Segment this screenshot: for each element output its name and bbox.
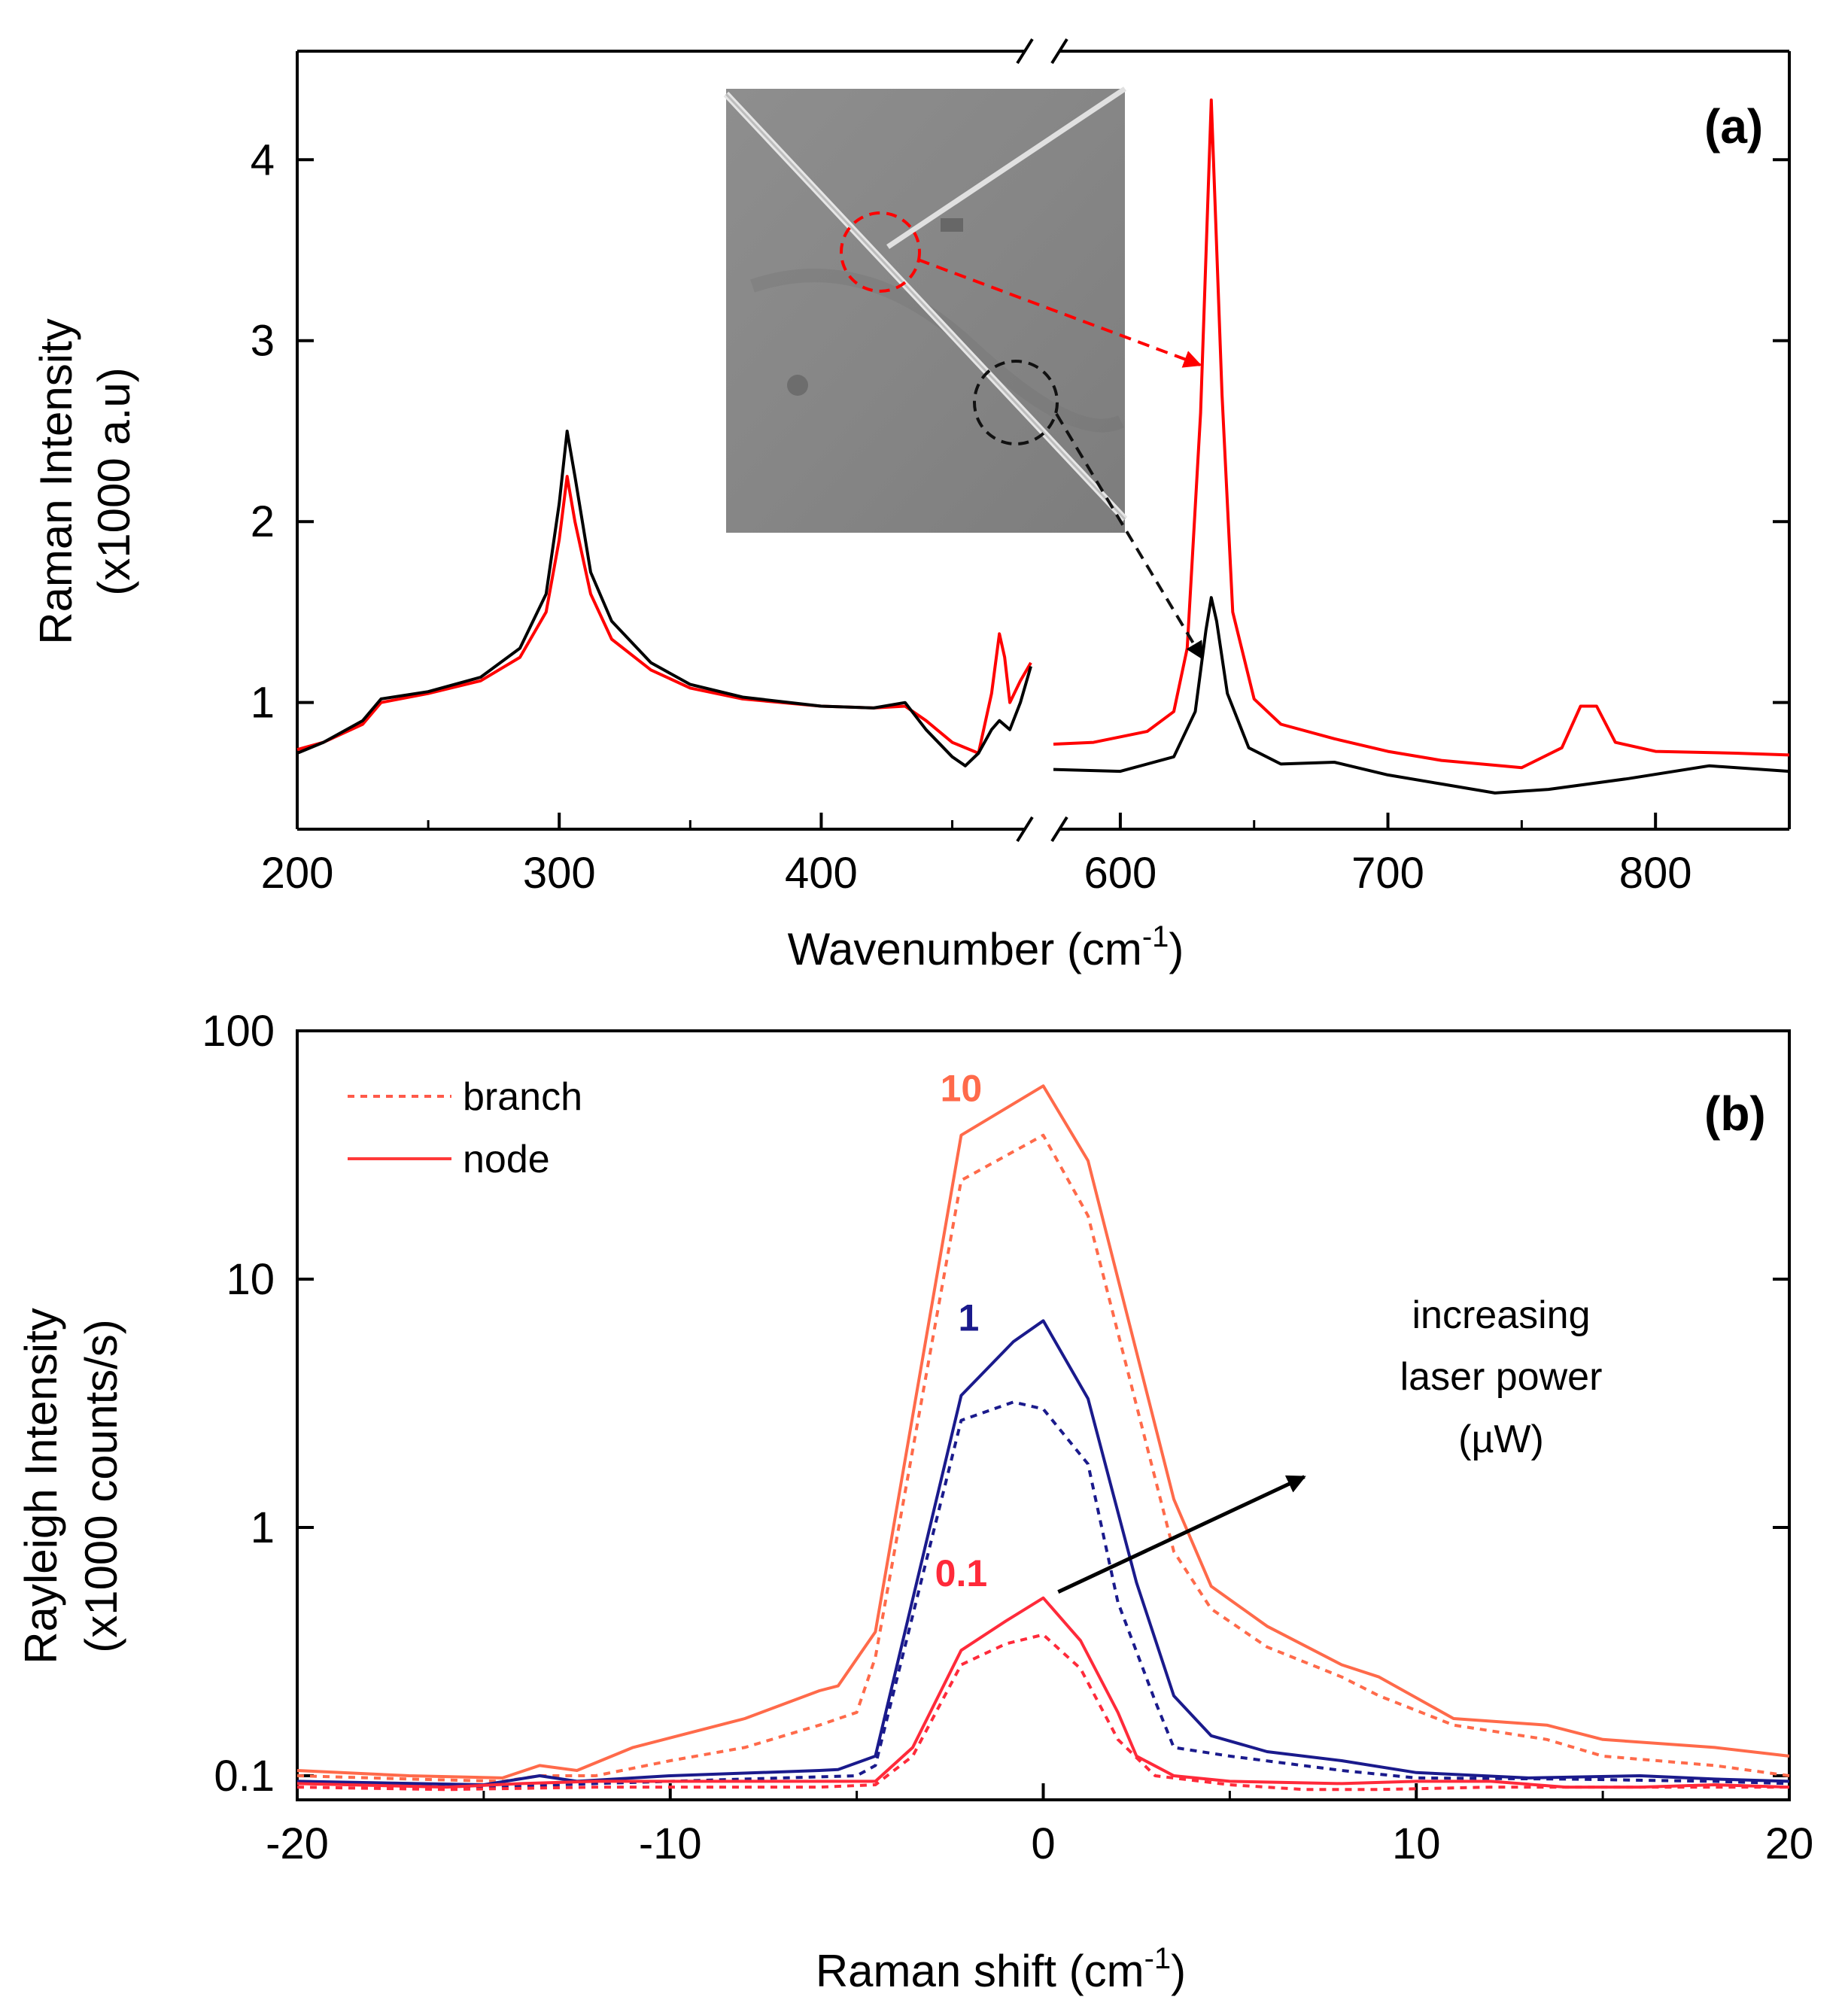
panel-a-chart: 200 300 400 600 700 800 1 2 3 4 (a) Wavenumber (c… [31, 38, 1791, 974]
axis-break-mark [1016, 38, 1034, 65]
panel-a-axes: 200 300 400 600 700 800 1 2 3 4 [251, 38, 1791, 898]
panel-b-xlabel: Raman shift (cm-1) [816, 1942, 1186, 1996]
axis-break-mark [1016, 816, 1034, 843]
panel-b-xtick-label: 10 [1392, 1819, 1441, 1868]
panel-b-chart: -20 -10 0 10 20 0.1 1 10 100 10 1 0.1 (b) branch n… [16, 1007, 1813, 1996]
level-label-1: 1 [958, 1297, 979, 1339]
inset-main-wire-edge [725, 93, 1126, 521]
panel-b-series [296, 1084, 1790, 1792]
level-label-10: 10 [941, 1068, 983, 1110]
increasing-power-arrow [1057, 1475, 1306, 1594]
axis-break-mark [1050, 38, 1068, 65]
inset-branch-wire [886, 87, 1126, 249]
legend-label-node: node [463, 1138, 550, 1181]
annotation-line2: laser power [1400, 1355, 1603, 1399]
panel-b-xtick-label: -20 [266, 1819, 329, 1868]
panel-a-series-branch-segment1 [296, 430, 1032, 767]
panel-a-ylabel-line2: (x1000 a.u) [89, 367, 139, 596]
panel-a-xtick-label: 700 [1351, 849, 1424, 898]
red-dashed-circle [840, 211, 921, 293]
inset-shadow-band [750, 269, 1125, 433]
panel-b-series-10-w-branch [296, 1133, 1790, 1783]
panel-a-series-branch-segment2 [1053, 596, 1790, 795]
panel-a-ylabel-line1: Raman Intensity [31, 318, 81, 645]
panel-b-axes: -20 -10 0 10 20 0.1 1 10 100 [202, 1007, 1813, 1868]
annotation-line1: increasing [1412, 1293, 1590, 1337]
panel-b-ytick-label: 1 [251, 1503, 275, 1552]
black-dashed-arrow [1055, 412, 1204, 661]
inset-debris [941, 218, 963, 232]
panel-b-xtick-label: -10 [639, 1819, 702, 1868]
annotation-line3: (µW) [1458, 1418, 1544, 1461]
panel-a-series-node-segment2 [1053, 98, 1790, 770]
panel-a-series-node-segment1 [296, 475, 1032, 755]
inset-particle [787, 375, 808, 396]
panel-b-ylabel-line2: (x1000 counts/s) [76, 1319, 126, 1653]
panel-a-ytick-label: 3 [251, 317, 275, 366]
panel-a-series [296, 98, 1790, 795]
panel-a-xlabel: Wavenumber (cm-1) [788, 920, 1184, 974]
sem-inset-image [723, 87, 1204, 661]
black-dashed-circle [973, 360, 1059, 445]
panel-a-xtick-label: 400 [785, 849, 858, 898]
panel-b-label: (b) [1704, 1087, 1766, 1141]
red-dashed-arrow [917, 258, 1202, 368]
panel-a-xtick-label: 300 [523, 849, 596, 898]
panel-b-ylabel-line1: Rayleigh Intensity [16, 1308, 66, 1664]
panel-a-xtick-label: 800 [1619, 849, 1692, 898]
panel-a-xtick-label: 600 [1084, 849, 1157, 898]
panel-a-label: (a) [1704, 99, 1763, 153]
increasing-power-annotation: increasing laser power (µW) [1057, 1293, 1603, 1594]
panel-b-series-10-w-node [296, 1084, 1790, 1780]
panel-b-series-1-w-branch [296, 1400, 1790, 1789]
panel-b-xtick-label: 20 [1765, 1819, 1814, 1868]
panel-a-ytick-label: 1 [251, 679, 275, 728]
axis-break-mark [1050, 816, 1068, 843]
panel-b-level-labels: 10 1 0.1 [935, 1068, 988, 1594]
panel-b-ytick-label: 100 [202, 1007, 275, 1056]
legend-label-branch: branch [463, 1075, 582, 1119]
level-label-0-1: 0.1 [935, 1552, 988, 1594]
panel-b-series-1-w-node [296, 1319, 1790, 1786]
panel-a-xtick-label: 200 [261, 849, 334, 898]
legend: branch node [348, 1075, 582, 1181]
panel-b-series-0-1-w-node [296, 1596, 1790, 1789]
panel-b-ytick-label: 0.1 [214, 1752, 275, 1801]
panel-b-ytick-label: 10 [226, 1255, 275, 1304]
panel-a-ytick-label: 2 [251, 497, 275, 546]
panel-b-series-0-1-w-branch [296, 1633, 1789, 1792]
panel-b-xtick-label: 0 [1031, 1819, 1055, 1868]
panel-a-ytick-label: 4 [251, 135, 275, 184]
